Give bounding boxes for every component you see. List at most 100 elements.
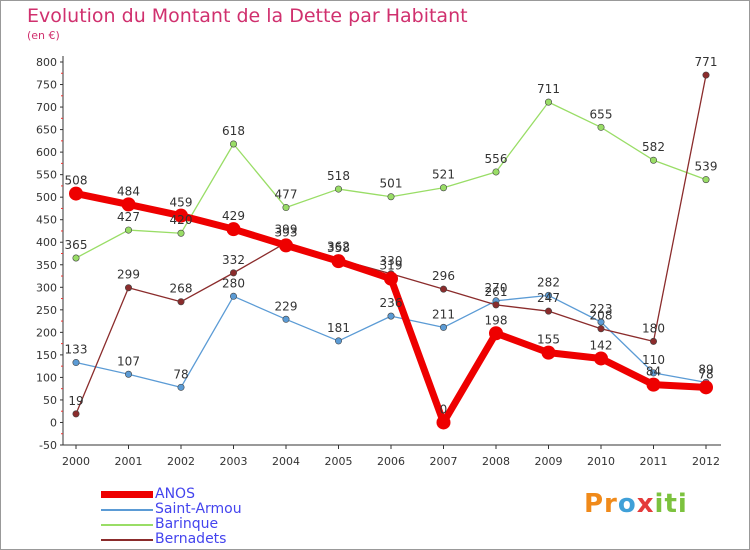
data-point	[72, 359, 80, 367]
data-point	[121, 197, 136, 212]
y-tick-label: 300	[36, 281, 57, 294]
legend-label: Barinque	[155, 516, 219, 532]
data-point	[649, 337, 657, 345]
data-point	[282, 315, 290, 323]
data-label: 211	[432, 307, 455, 321]
proxiti-logo: Proxiti	[584, 489, 688, 519]
y-tick-label: 0	[50, 416, 57, 429]
data-point	[594, 351, 608, 366]
data-point	[230, 292, 238, 300]
data-label: 107	[117, 354, 140, 368]
data-point	[541, 345, 556, 360]
data-point	[597, 325, 605, 333]
data-point	[699, 380, 713, 395]
data-label: 208	[590, 309, 613, 323]
legend-item: Bernadets	[101, 532, 242, 547]
data-label: 508	[65, 174, 88, 188]
y-tick-label: 750	[36, 79, 57, 92]
data-label: 268	[170, 282, 193, 296]
data-label: 181	[327, 321, 350, 335]
data-point	[597, 123, 605, 131]
y-tick-label: 250	[36, 304, 57, 317]
data-label: 477	[275, 188, 298, 202]
legend: ANOS Saint-Armou Barinque Bernadets	[101, 487, 242, 547]
y-tick-label: 200	[36, 326, 57, 339]
data-label: 270	[485, 281, 508, 295]
data-point	[279, 238, 293, 253]
data-label: 247	[537, 291, 560, 305]
data-point	[72, 410, 80, 418]
x-tick-label: 2002	[167, 455, 195, 468]
y-tick-label: 400	[36, 236, 57, 249]
data-label: 399	[275, 223, 298, 237]
data-label: 280	[222, 276, 245, 290]
data-point	[439, 184, 447, 192]
data-point	[226, 222, 241, 237]
y-tick-label: 550	[36, 169, 57, 182]
data-label: 155	[537, 333, 560, 347]
x-tick-label: 2007	[430, 455, 458, 468]
y-tick-label: 800	[36, 56, 57, 69]
x-tick-label: 2005	[325, 455, 353, 468]
data-label: 427	[117, 210, 140, 224]
data-label: 296	[432, 269, 455, 283]
data-label: 299	[117, 268, 140, 282]
data-point	[702, 176, 710, 184]
data-point	[282, 204, 290, 212]
unit-label: (en €)	[27, 29, 60, 42]
x-tick-label: 2001	[115, 455, 143, 468]
data-point	[72, 254, 80, 262]
data-point	[702, 71, 710, 79]
data-point	[492, 168, 500, 176]
y-tick-label: 600	[36, 146, 57, 159]
data-label: 142	[590, 338, 613, 352]
data-label: 223	[590, 302, 613, 316]
data-point	[69, 186, 83, 201]
legend-item: ANOS	[101, 487, 242, 502]
data-label: 0	[440, 402, 448, 416]
y-tick-label: 700	[36, 101, 57, 114]
y-tick-label: 500	[36, 191, 57, 204]
data-point	[125, 226, 133, 234]
data-label: 484	[117, 184, 140, 198]
data-label: 539	[695, 160, 718, 174]
data-label: 459	[170, 196, 193, 210]
data-point	[544, 307, 552, 315]
data-point	[177, 383, 185, 391]
data-point	[649, 156, 657, 164]
data-label: 365	[65, 238, 88, 252]
data-label: 518	[327, 169, 350, 183]
data-point	[646, 377, 661, 392]
data-label: 618	[222, 124, 245, 138]
x-tick-label: 2009	[535, 455, 563, 468]
x-tick-label: 2006	[377, 455, 405, 468]
data-label: 429	[222, 209, 245, 223]
data-point	[177, 298, 185, 306]
y-tick-label: 450	[36, 214, 57, 227]
x-tick-label: 2003	[220, 455, 248, 468]
data-point	[174, 208, 188, 223]
data-label: 180	[642, 321, 665, 335]
data-point	[544, 98, 552, 106]
data-point	[436, 415, 451, 430]
y-tick-label: -50	[39, 439, 57, 452]
legend-swatch	[101, 508, 153, 511]
data-label: 582	[642, 140, 665, 154]
data-label: 84	[646, 365, 661, 379]
data-label: 362	[327, 239, 350, 253]
data-point	[177, 229, 185, 237]
data-label: 501	[380, 177, 403, 191]
data-point	[439, 285, 447, 293]
data-point	[489, 326, 503, 341]
data-label: 198	[485, 313, 508, 327]
x-tick-label: 2012	[692, 455, 720, 468]
x-tick-label: 2010	[587, 455, 615, 468]
legend-item: Saint-Armou	[101, 502, 242, 517]
data-point	[331, 254, 346, 269]
data-label: 771	[695, 55, 718, 69]
data-label: 420	[170, 213, 193, 227]
data-point	[384, 271, 398, 286]
chart-title: Evolution du Montant de la Dette par Hab…	[27, 5, 468, 27]
